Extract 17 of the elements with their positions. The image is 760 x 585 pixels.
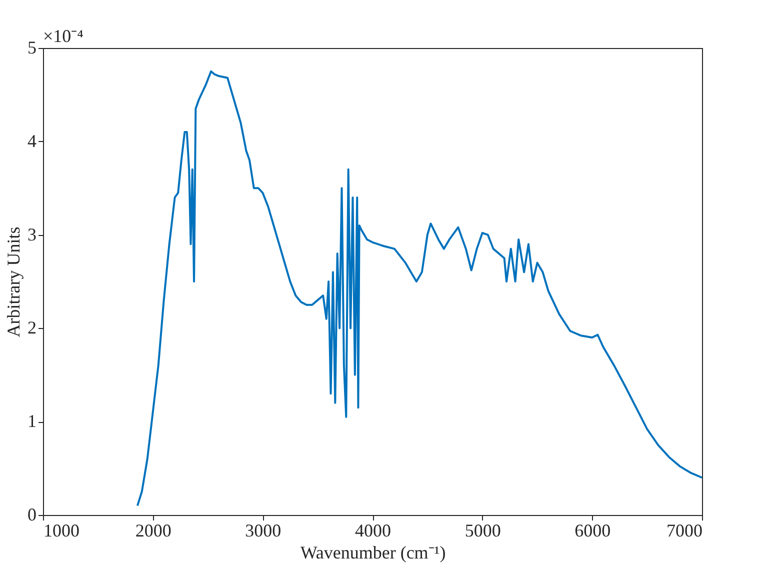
x-tick-label: 5000 (464, 520, 501, 540)
y-tick-label: 1 (28, 411, 36, 432)
x-tick-label: 2000 (135, 520, 172, 540)
y-tick-label: 4 (28, 130, 36, 151)
x-tick-label: 7000 (666, 520, 702, 540)
x-axis-title: Wavenumber (cm⁻¹) (300, 542, 446, 562)
y-tick-label: 3 (28, 224, 36, 244)
y-axis-title: Arbitrary Units (4, 226, 24, 338)
x-tick-label: 6000 (574, 520, 611, 540)
x-tick-label: 4000 (355, 520, 391, 540)
text: ×10⁻⁴ (43, 26, 84, 46)
line-series (136, 70, 703, 507)
y-tick-label: 0 (28, 504, 36, 524)
y-tick-label: 2 (28, 318, 36, 338)
x-tick-label: 1000 (44, 520, 80, 540)
x-tick-label: 3000 (245, 520, 282, 540)
y-tick-label: 5 (28, 38, 36, 58)
